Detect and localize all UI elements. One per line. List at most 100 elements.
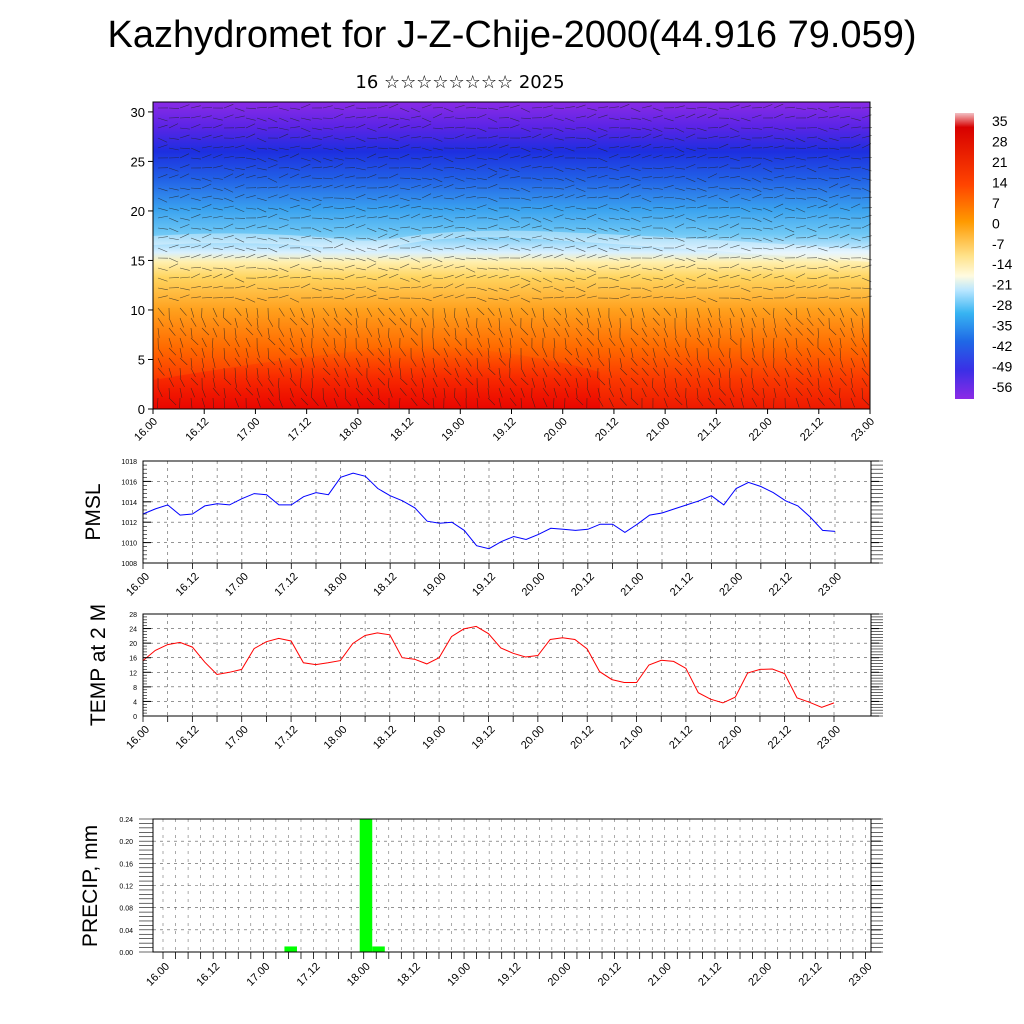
- wind-barb: [190, 337, 199, 346]
- wind-barb: [773, 257, 784, 263]
- wind-barb: [234, 136, 245, 139]
- wind-barb: [619, 217, 630, 221]
- wind-barb: [729, 357, 733, 368]
- wind-barb: [454, 177, 465, 182]
- wind-barb: [718, 307, 721, 318]
- wind-barb: [344, 274, 355, 279]
- wind-barb: [311, 227, 322, 233]
- wind-barb: [685, 164, 696, 169]
- wind-barb: [729, 157, 740, 162]
- wind-barb: [212, 237, 223, 240]
- wind-barb: [377, 357, 386, 366]
- wind-barb: [168, 217, 179, 223]
- wind-barb: [190, 157, 201, 160]
- wind-barb: [487, 397, 496, 406]
- wind-barb: [762, 267, 773, 271]
- wind-barb: [289, 117, 300, 122]
- wind-barb: [377, 163, 388, 169]
- wind-barb: [234, 247, 245, 252]
- wind-barb: [487, 377, 490, 388]
- wind-barb: [388, 184, 399, 189]
- wind-barb: [663, 184, 674, 189]
- x-tick-label: 18.12: [395, 961, 423, 989]
- wind-barb: [212, 367, 215, 378]
- wind-barb: [179, 164, 190, 169]
- wind-barb: [322, 287, 333, 290]
- wind-barb: [817, 155, 828, 159]
- wind-barb: [652, 187, 663, 190]
- wind-barb: [718, 143, 729, 149]
- wind-barb: [762, 177, 773, 181]
- wind-barb: [344, 367, 349, 378]
- x-tick-label: 22.00: [746, 961, 774, 989]
- wind-barb: [806, 277, 817, 280]
- wind-barb: [850, 177, 861, 182]
- wind-barb: [388, 233, 399, 239]
- wind-barb: [443, 225, 454, 229]
- wind-barb: [685, 277, 696, 282]
- colorbar-label: -42: [992, 338, 1012, 354]
- wind-barb: [234, 317, 238, 328]
- wind-barb: [817, 107, 828, 113]
- wind-barb: [322, 135, 333, 139]
- x-tick-label: 23.00: [815, 724, 843, 752]
- wind-barb: [795, 147, 806, 149]
- wind-barb: [817, 397, 825, 406]
- wind-barb: [212, 307, 218, 318]
- wind-barb: [454, 377, 462, 387]
- wind-barb: [597, 327, 600, 338]
- wind-barb: [311, 277, 322, 280]
- wind-barb: [289, 126, 300, 129]
- wind-barb: [784, 207, 795, 212]
- wind-barb: [377, 367, 386, 376]
- wind-barb: [751, 193, 762, 199]
- wind-barb: [344, 247, 355, 252]
- wind-barb: [839, 367, 847, 377]
- wind-barb: [696, 357, 701, 368]
- wind-barb: [157, 387, 163, 398]
- wind-barb: [828, 177, 840, 179]
- wind-barb: [762, 287, 773, 291]
- wind-barb: [168, 174, 179, 179]
- wind-barb: [828, 347, 836, 357]
- wind-barb: [707, 297, 718, 303]
- wind-barb: [718, 367, 722, 378]
- wind-barb: [542, 147, 553, 153]
- wind-barb: [564, 387, 569, 398]
- wind-barb: [476, 387, 480, 398]
- wind-barb: [608, 377, 611, 388]
- wind-barb: [597, 286, 608, 289]
- wind-barb: [333, 337, 336, 348]
- wind-barb: [784, 294, 795, 299]
- wind-barb: [366, 347, 374, 356]
- wind-barb: [641, 225, 652, 229]
- wind-barb: [421, 264, 432, 269]
- wind-barb: [377, 286, 388, 289]
- wind-barb: [641, 127, 652, 131]
- wind-barb: [399, 144, 410, 149]
- wind-barb: [311, 117, 322, 120]
- wind-barb: [234, 144, 245, 149]
- wind-barb: [267, 147, 278, 151]
- wind-barb: [366, 327, 373, 337]
- wind-barb: [828, 234, 839, 239]
- wind-barb: [806, 234, 817, 239]
- wind-barb: [179, 134, 190, 139]
- y-tick-label: 5: [138, 352, 145, 367]
- wind-barb: [597, 317, 602, 328]
- wind-barb: [300, 283, 311, 289]
- wind-barb: [663, 307, 671, 316]
- wind-barb: [190, 273, 201, 279]
- wind-barb: [300, 147, 311, 150]
- wind-barb: [432, 147, 443, 151]
- wind-barb: [861, 367, 869, 376]
- wind-barb: [256, 247, 268, 249]
- wind-barb: [179, 276, 190, 279]
- wind-barb: [564, 227, 575, 232]
- wind-barb: [190, 214, 201, 219]
- wind-barb: [157, 307, 165, 316]
- wind-barb: [575, 347, 579, 358]
- wind-barb: [641, 246, 652, 249]
- wind-barb: [608, 167, 619, 171]
- wind-barb: [542, 254, 553, 259]
